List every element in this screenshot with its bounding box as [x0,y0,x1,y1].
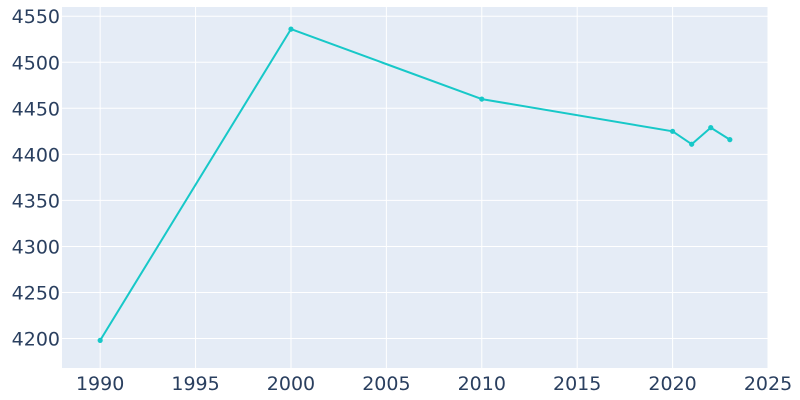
x-tick-label: 2000 [267,373,315,395]
y-tick-label: 4550 [12,6,60,28]
x-tick-label: 1995 [171,373,219,395]
data-point[interactable] [727,137,733,143]
gridlines [62,7,769,368]
y-axis-tick-labels: 4200 4250 4300 4350 4400 4450 4500 4550 [12,6,60,350]
x-tick-label: 1990 [76,373,124,395]
data-point[interactable] [288,26,294,32]
x-tick-label: 2010 [458,373,506,395]
y-tick-label: 4450 [12,98,60,120]
data-point[interactable] [708,125,714,131]
y-tick-label: 4500 [12,52,60,74]
x-axis-tick-labels: 1990 1995 2000 2005 2010 2015 2020 2025 [76,373,792,395]
y-tick-label: 4200 [12,329,60,351]
data-point[interactable] [689,141,695,147]
data-point[interactable] [479,96,485,102]
y-tick-label: 4250 [12,282,60,304]
x-tick-label: 2025 [744,373,792,395]
x-tick-label: 2015 [553,373,601,395]
data-point[interactable] [669,128,676,134]
y-tick-label: 4350 [12,190,60,212]
series-layer [97,26,733,343]
data-point[interactable] [97,337,103,343]
x-tick-label: 2005 [362,373,410,395]
x-tick-label: 2020 [648,373,696,395]
y-tick-label: 4400 [12,144,60,166]
plot-area [62,7,768,368]
y-tick-label: 4300 [12,236,60,258]
